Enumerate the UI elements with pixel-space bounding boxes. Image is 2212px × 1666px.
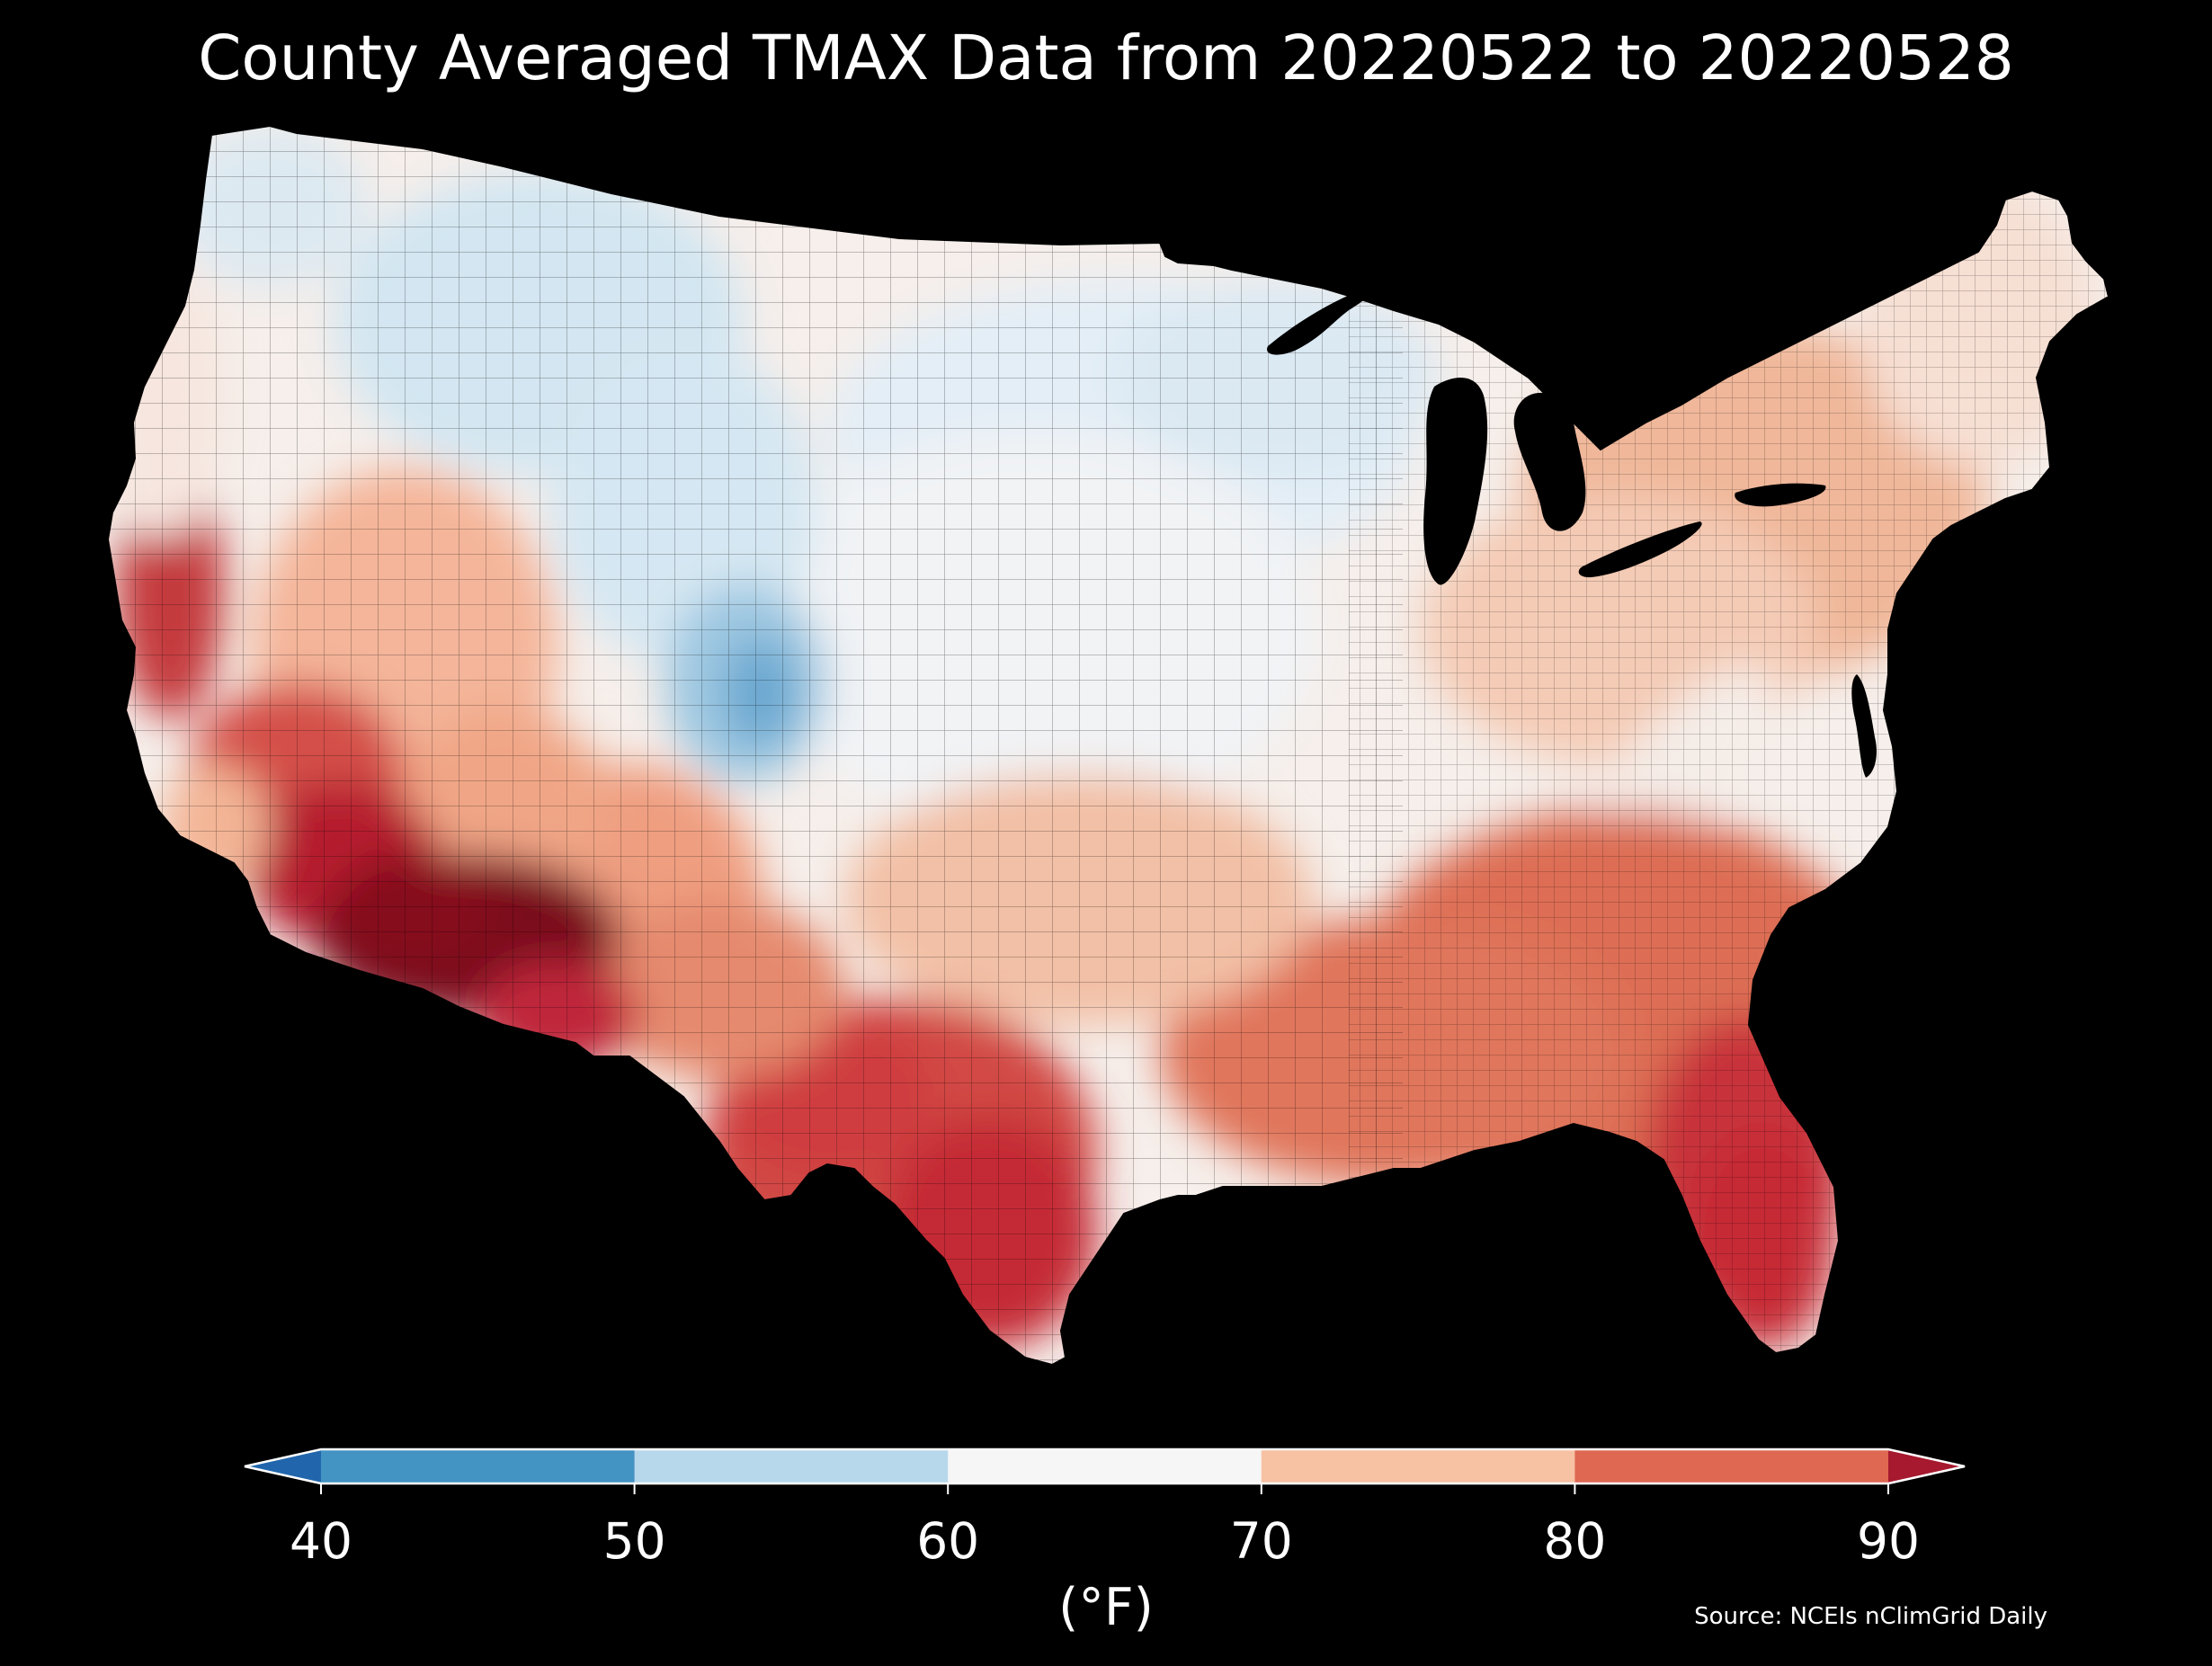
map-title: County Averaged TMAX Data from 20220522 … xyxy=(198,22,2014,94)
source-note: Source: NCEIs nClimGrid Daily xyxy=(1694,1603,2047,1630)
colorbar-tick-label: 50 xyxy=(602,1512,666,1570)
colorbar-unit-label: (°F) xyxy=(1058,1578,1154,1637)
colorbar-bin-40-50 xyxy=(321,1449,636,1483)
colorbar xyxy=(244,1448,1966,1494)
great-lakes xyxy=(1267,285,1877,778)
colorbar-bin-50-60 xyxy=(634,1449,949,1483)
colorbar-bin-60-70 xyxy=(948,1449,1262,1483)
chesapeake-bay xyxy=(1851,674,1877,778)
lake-ontario xyxy=(1735,483,1826,507)
colorbar-extend-low xyxy=(245,1449,321,1483)
colorbar-extend-high xyxy=(1888,1449,1965,1483)
lake-superior xyxy=(1267,285,1378,355)
lake-michigan xyxy=(1423,378,1488,585)
colorbar-bin-70-80 xyxy=(1261,1449,1575,1483)
colorbar-tick-label: 40 xyxy=(290,1512,352,1570)
colorbar-tick-label: 60 xyxy=(916,1512,980,1570)
conus-outline xyxy=(106,124,2110,1367)
colorbar-tick-label: 80 xyxy=(1543,1512,1607,1570)
colorbar-bin-80-90 xyxy=(1574,1449,1889,1483)
lake-huron xyxy=(1513,392,1586,531)
colorbar-tick-label: 70 xyxy=(1229,1512,1293,1570)
colorbar-tick-label: 90 xyxy=(1857,1512,1920,1570)
lake-erie xyxy=(1578,521,1702,578)
